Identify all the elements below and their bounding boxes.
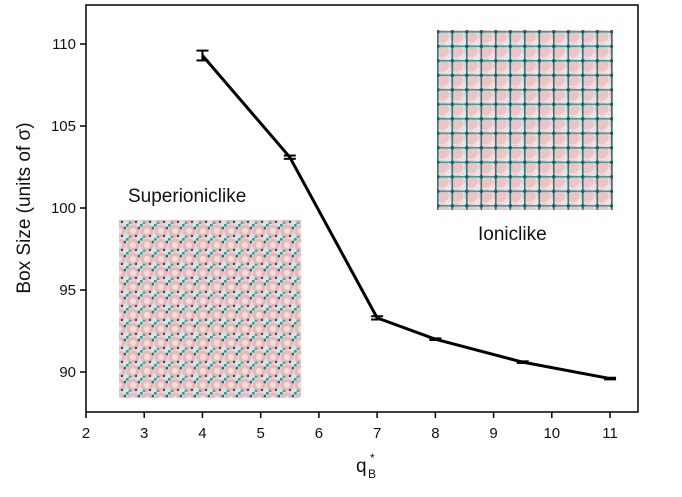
x-label-sup: * (370, 451, 375, 465)
x-tick-label: 4 (198, 425, 206, 442)
error-bar (429, 338, 441, 340)
x-tick-label: 11 (602, 425, 618, 442)
x-tick-label: 2 (82, 425, 90, 442)
y-tick-label: 90 (59, 364, 76, 381)
y-tick-label: 95 (59, 282, 76, 299)
page: {"chart_data": {"type": "line", "x_label… (0, 0, 682, 492)
superioniclike-inset (119, 220, 301, 398)
y-tick-label: 110 (52, 36, 76, 53)
x-tick-label: 10 (543, 425, 560, 442)
y-tick-label: 105 (51, 118, 76, 135)
ioniclike-inset (437, 30, 613, 210)
error-bar (604, 378, 616, 380)
x-axis-label: q * B (356, 451, 376, 481)
x-tick-label: 5 (257, 425, 265, 442)
error-bar (517, 361, 529, 363)
x-tick-label: 7 (373, 425, 381, 442)
annotation: Superioniclike (128, 186, 246, 207)
x-tick-label: 9 (489, 425, 497, 442)
y-axis-label: Box Size (units of σ) (14, 122, 35, 293)
error-bar (284, 156, 296, 159)
annotation: Ioniclike (478, 224, 547, 245)
y-tick-label: 100 (51, 200, 76, 217)
x-tick-label: 6 (315, 425, 323, 442)
x-tick-label: 8 (431, 425, 439, 442)
x-label-base: q (356, 456, 367, 477)
x-label-sub: B (368, 467, 376, 481)
x-tick-label: 3 (140, 425, 148, 442)
chart: Superioniclike Ioniclike Box Size (units… (0, 0, 682, 492)
